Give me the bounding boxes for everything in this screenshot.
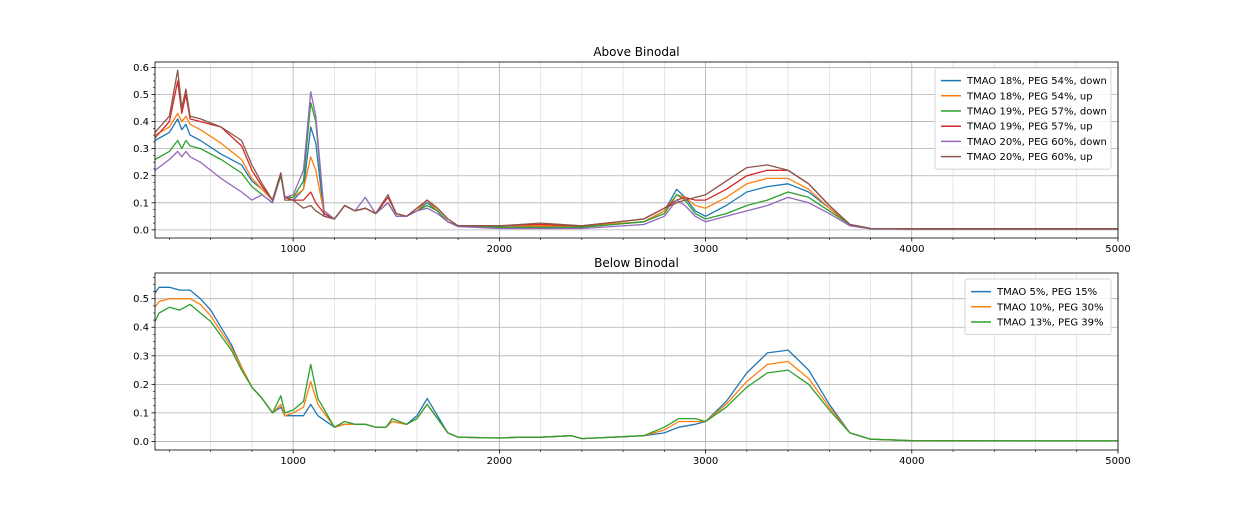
x-tick-label: 2000 — [487, 244, 512, 255]
series-line-6 — [155, 69, 1118, 230]
x-tick-label: 1000 — [280, 244, 305, 255]
y-tick-label: 0.2 — [133, 380, 149, 391]
chart-panel-1: 1000 2000 3000 4000 5000 0.0 0.1 0.2 0.3 0.4 0.5 0.… — [133, 45, 1131, 255]
x-tick-label: 4000 — [899, 244, 924, 255]
legend-label: TMAO 19%, PEG 57%, up — [966, 122, 1093, 133]
legend-box — [964, 278, 1112, 335]
legend: TMAO 5%, PEG 15% TMAO 10%, PEG 30% TMAO 13… — [964, 278, 1112, 335]
x-tick-label: 3000 — [693, 456, 718, 467]
x-tick-label: 5000 — [1105, 244, 1130, 255]
legend-label: TMAO 19%, PEG 57%, down — [966, 107, 1107, 118]
y-tick-label: 0.5 — [133, 90, 149, 101]
series-line-3 — [155, 303, 1118, 442]
plot-frame — [154, 272, 1119, 451]
x-tick-label: 2000 — [487, 456, 512, 467]
x-tick-label: 5000 — [1105, 456, 1130, 467]
y-tick-label: 0.3 — [133, 351, 149, 362]
y-tick-label: 0.1 — [133, 198, 149, 209]
x-tick-label: 4000 — [899, 456, 924, 467]
legend-label: TMAO 20%, PEG 60%, down — [966, 137, 1107, 148]
legend-label: TMAO 10%, PEG 30% — [996, 302, 1104, 313]
x-tick-label: 1000 — [280, 456, 305, 467]
y-tick-label: 0.5 — [133, 294, 149, 305]
y-tick-label: 0.0 — [133, 225, 149, 236]
plot-frame — [154, 61, 1119, 239]
y-tick-label: 0.0 — [133, 437, 149, 448]
y-tick-label: 0.4 — [133, 117, 149, 128]
x-tick-label: 3000 — [693, 244, 718, 255]
y-tick-label: 0.1 — [133, 408, 149, 419]
legend-label: TMAO 13%, PEG 39% — [996, 318, 1104, 329]
y-tick-label: 0.6 — [133, 63, 149, 74]
legend-label: TMAO 18%, PEG 54%, up — [966, 91, 1093, 102]
legend-label: TMAO 5%, PEG 15% — [996, 287, 1097, 298]
y-tick-label: 0.2 — [133, 171, 149, 182]
chart-panel-2: 1000 2000 3000 4000 5000 0.0 0.1 0.2 0.3 0.4 0.5 Be… — [133, 256, 1131, 467]
legend-box — [934, 67, 1112, 170]
legend-label: TMAO 20%, PEG 60%, up — [966, 152, 1093, 163]
y-tick-label: 0.3 — [133, 144, 149, 155]
legend: TMAO 18%, PEG 54%, down TMAO 18%, PEG 54%… — [934, 67, 1112, 170]
chart-title: Below Binodal — [594, 256, 679, 270]
legend-label: TMAO 18%, PEG 54%, down — [966, 76, 1107, 87]
chart-title: Above Binodal — [593, 45, 679, 59]
series-line-5 — [155, 91, 1118, 230]
y-tick-label: 0.4 — [133, 323, 149, 334]
